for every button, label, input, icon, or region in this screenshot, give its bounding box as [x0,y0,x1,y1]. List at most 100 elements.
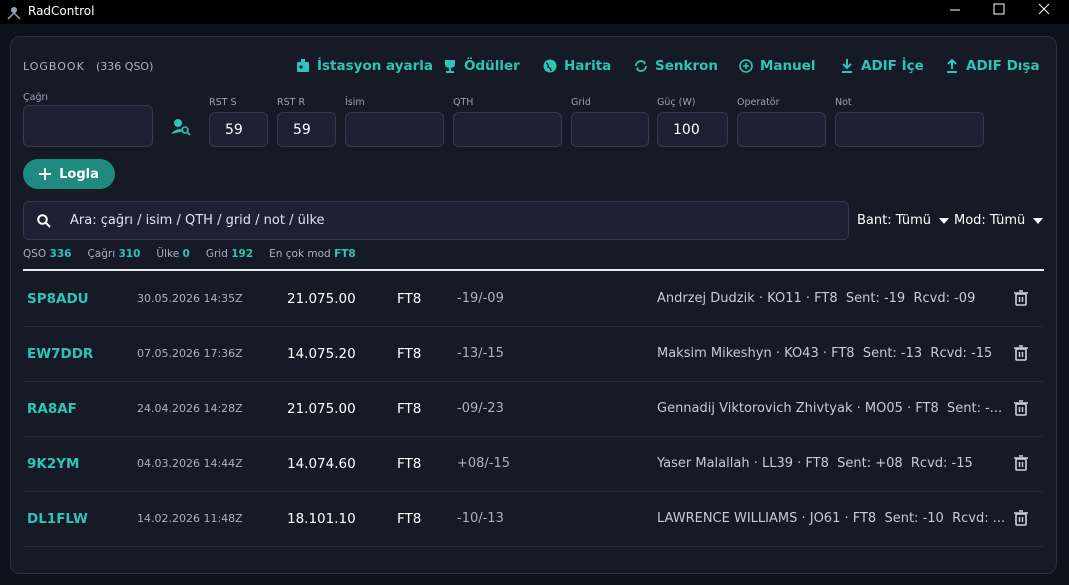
frequency: 21.075.00 [287,400,356,417]
mode: FT8 [397,345,422,362]
delete-button[interactable] [1013,510,1029,526]
delete-button[interactable] [1013,400,1029,416]
log-button-label: Logla [59,166,99,182]
field-label: Çağrı [23,92,49,103]
lookup-icon[interactable] [170,117,192,137]
toolbar-button[interactable]: ADIF İçe [839,58,924,76]
rst: -10/-13 [457,511,504,526]
stat-value: 0 [182,248,190,260]
stat-label: Grid [205,248,228,260]
toolbar-button[interactable]: Harita [542,58,611,76]
stat: Çağrı 310 [87,248,140,260]
toolbar-icon [543,59,557,73]
field-label: İsim [345,97,365,108]
callsign[interactable]: SP8ADU [27,290,89,307]
filter-label: Bant: Tümü [857,213,932,228]
stats-bar: QSO 336 Çağrı 310 Ülke 0 Grid 192 En çok mod… [23,248,356,260]
details: Gennadij Viktorovich Zhivtyak · MO05 · F… [657,401,1003,416]
details: Maksim Mikeshyn · KO43 · FT8 Sent: -13 R… [657,346,993,361]
field-label: RST R [277,97,306,108]
toolbar-button[interactable]: Manuel [738,58,816,76]
field-input[interactable] [23,105,153,147]
log-row[interactable]: EW7DDR 07.05.2026 17:36Z 14.075.20 FT8 -13/-… [23,326,1043,382]
datetime: 14.02.2026 11:48Z [137,512,243,525]
log-button[interactable]: Logla [23,159,115,189]
field-input[interactable]: 100 [657,112,728,147]
toolbar-icon [445,60,455,73]
window-controls[interactable] [940,0,1069,24]
field-value: 59 [225,121,243,138]
field-input[interactable] [737,112,826,147]
field-label: Grid [571,97,591,108]
toolbar-icon [635,60,647,72]
field-input[interactable]: 59 [277,112,336,147]
callsign[interactable]: DL1FLW [27,510,88,527]
search-placeholder: Ara: çağrı / isim / QTH / grid / not / ü… [70,213,325,228]
field-label: QTH [453,97,474,108]
toolbar-icon [297,59,309,72]
delete-button[interactable] [1013,455,1029,471]
log-row[interactable]: RA8AF 24.04.2026 14:28Z 21.075.00 FT8 -09/-2… [23,381,1043,437]
mode: FT8 [397,510,422,527]
details: LAWRENCE WILLIAMS · JO61 · FT8 Sent: -10… [657,511,1006,526]
stat: En çok mod FT8 [269,248,356,260]
stat-label: En çok mod [269,248,331,260]
toolbar-button-label: ADIF Dışa [966,58,1040,74]
stat-value: FT8 [334,248,356,260]
frequency: 14.075.20 [287,345,356,362]
plus-icon [39,168,52,180]
field-label: RST S [209,97,237,108]
field-value: 100 [673,121,700,138]
toolbar-button[interactable]: Ödüller [442,58,520,76]
log-row[interactable]: 9K2YM 04.03.2026 14:44Z 14.074.60 FT8 +08/-1… [23,436,1043,492]
mode: FT8 [397,400,422,417]
callsign[interactable]: RA8AF [27,400,77,417]
filter-dropdown[interactable]: Bant: Tümü [857,213,950,228]
toolbar-button-label: Harita [564,58,612,74]
callsign[interactable]: 9K2YM [27,455,80,472]
callsign[interactable]: EW7DDR [27,345,94,362]
dropdown-arrow [939,217,950,224]
details: Yaser Malallah · LL39 · FT8 Sent: +08 Rc… [657,456,973,471]
field-input[interactable] [835,112,984,147]
datetime: 04.03.2026 14:44Z [137,457,243,470]
qso-count: (336 QSO) [96,60,154,73]
window-title: RadControl [28,4,95,18]
log-row[interactable]: DL1FLW 14.02.2026 11:48Z 18.101.10 FT8 -10/-… [23,491,1043,547]
title-bar: RadControl [0,0,1069,24]
stat-value: 192 [231,248,254,260]
datetime: 07.05.2026 17:36Z [137,347,243,360]
search-box[interactable]: Ara: çağrı / isim / QTH / grid / not / ü… [23,201,849,240]
rst: +08/-15 [457,456,511,471]
delete-button[interactable] [1013,345,1029,361]
toolbar-button-label: ADIF İçe [861,58,924,74]
filter-dropdown[interactable]: Mod: Tümü [954,213,1044,228]
search-icon [37,214,51,228]
toolbar-button-label: Senkron [655,58,719,74]
stat-label: Çağrı [87,248,116,260]
toolbar-button-label: Ödüller [464,58,520,74]
frequency: 21.075.00 [287,290,356,307]
delete-button[interactable] [1013,290,1029,306]
log-row[interactable]: SP8ADU 30.05.2026 14:35Z 21.075.00 FT8 -19/-… [23,271,1043,327]
field-value: 59 [293,121,311,138]
toolbar-button[interactable]: ADIF Dışa [944,58,1040,76]
field-label: Not [835,97,852,108]
stat-label: Ülke [156,248,180,260]
field-input[interactable]: 59 [209,112,268,147]
details: Andrzej Dudzik · KO11 · FT8 Sent: -19 Rc… [657,291,976,306]
mode: FT8 [397,290,422,307]
field-input[interactable] [453,112,562,147]
frequency: 14.074.60 [287,455,356,472]
mode: FT8 [397,455,422,472]
toolbar-button-label: Manuel [760,58,816,74]
frequency: 18.101.10 [287,510,356,527]
stat-value: 310 [118,248,141,260]
toolbar-button[interactable]: Senkron [633,58,718,76]
field-input[interactable] [571,112,649,147]
toolbar-button[interactable]: İstasyon ayarla [295,58,433,76]
stat: Ülke 0 [156,248,189,260]
app-icon [7,7,21,20]
field-input[interactable] [345,112,444,147]
